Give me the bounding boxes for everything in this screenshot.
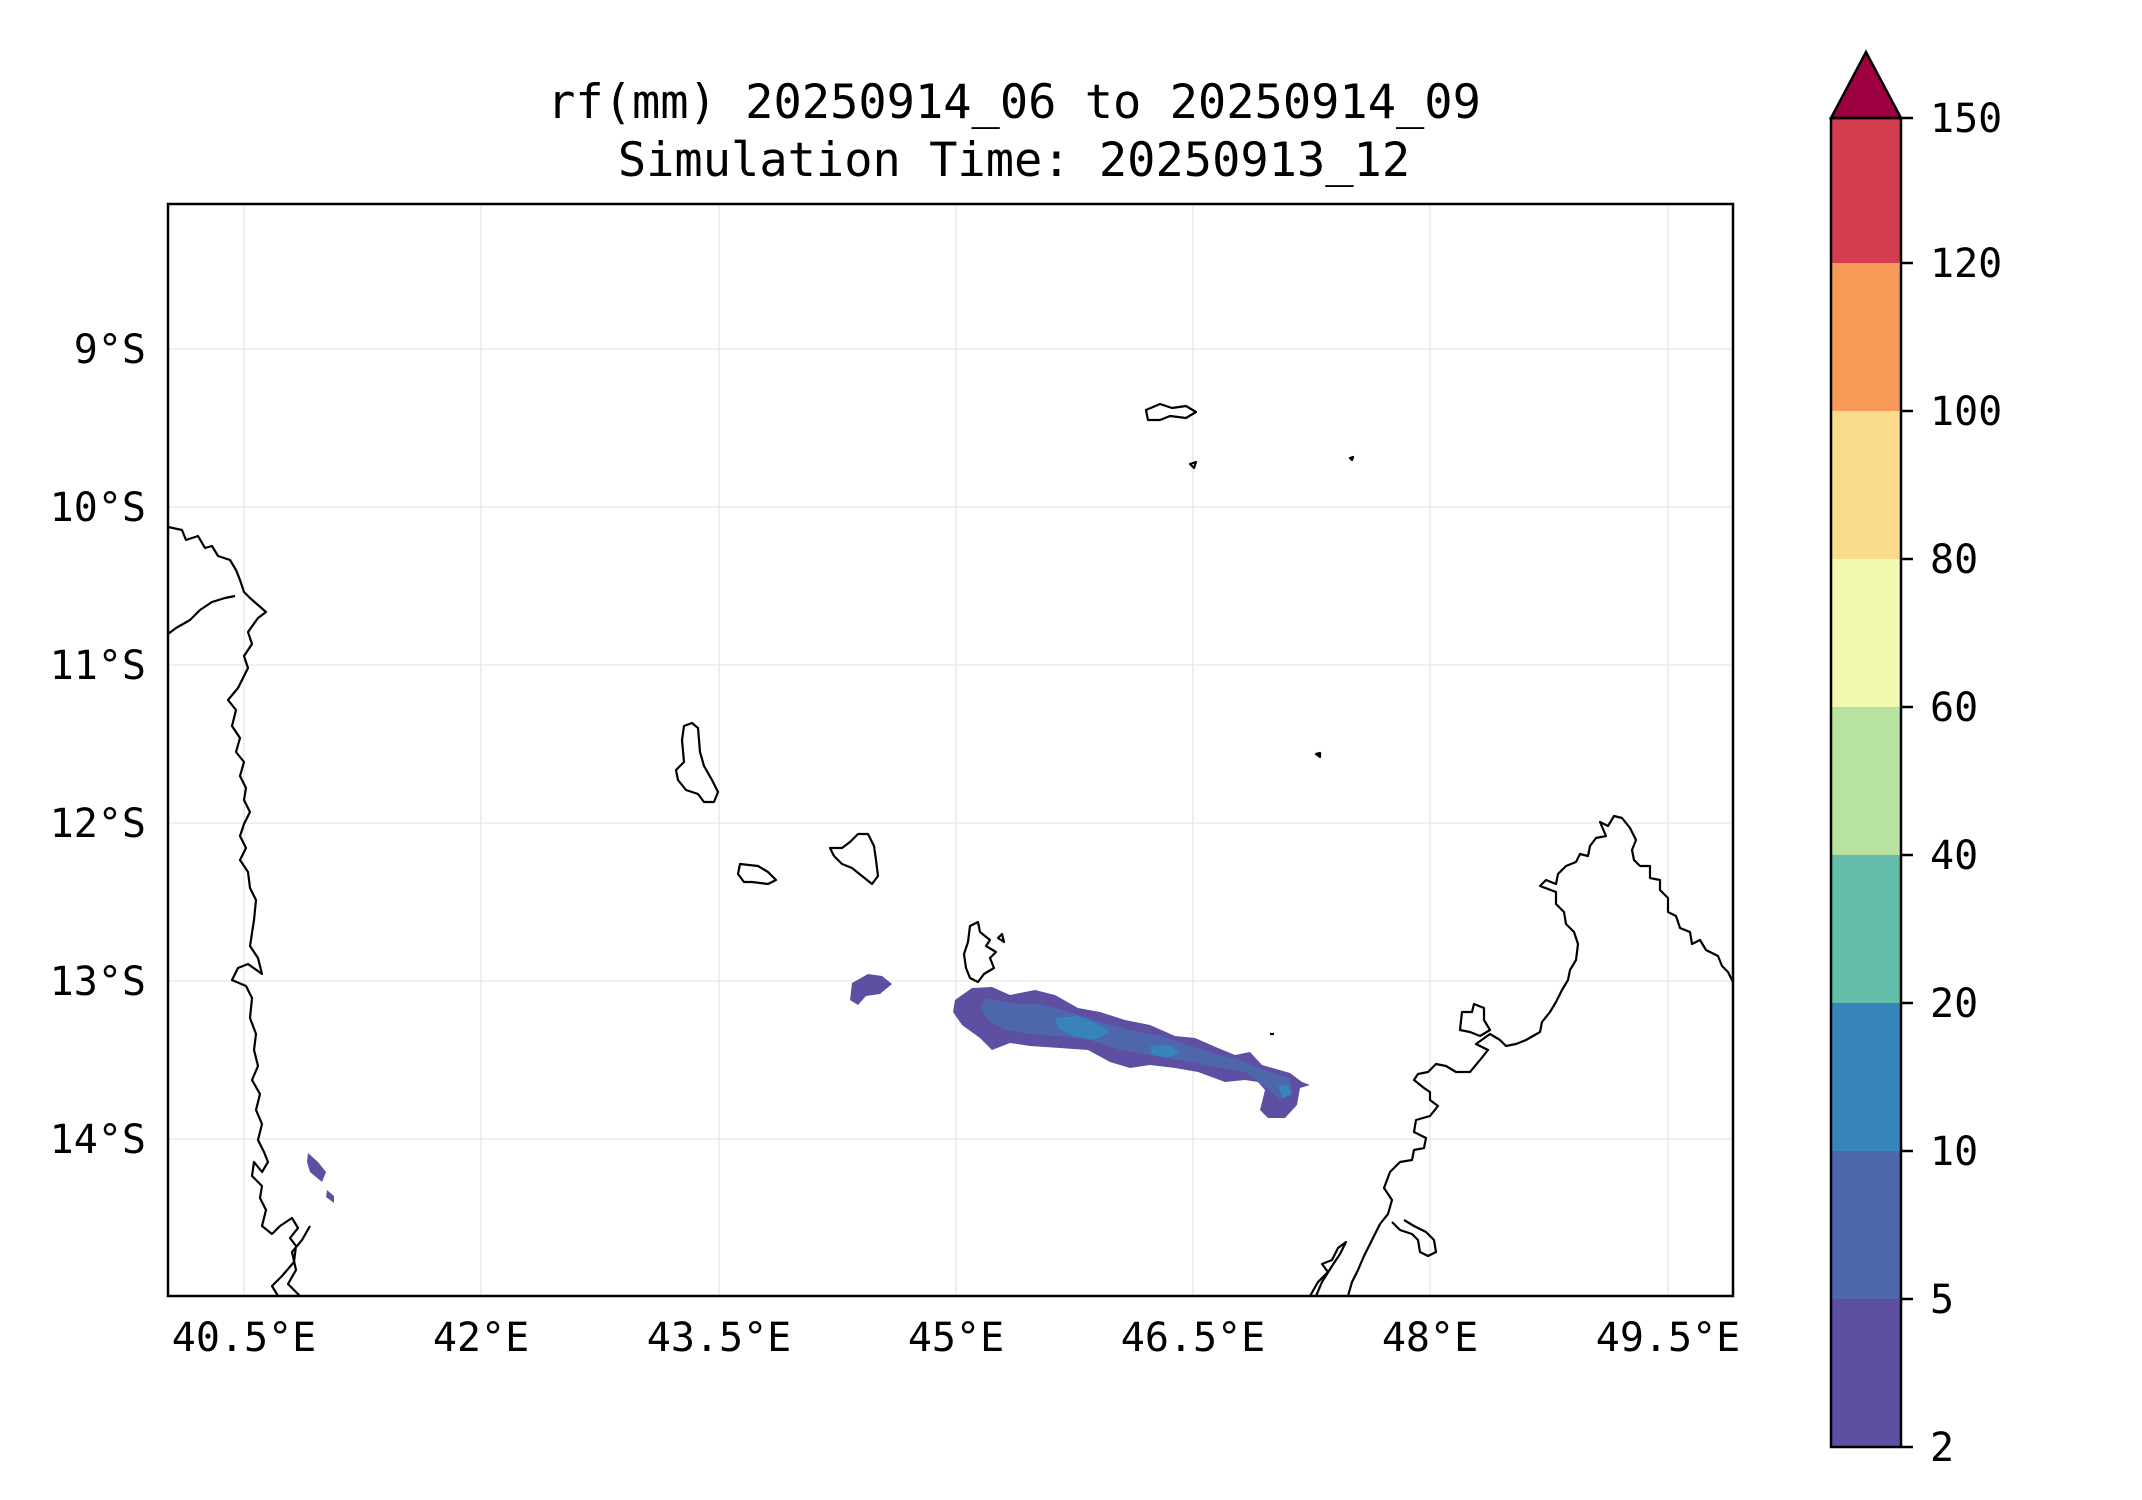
coastline-mainland-inlet bbox=[168, 594, 236, 635]
y-tick-label: 10°S bbox=[50, 485, 146, 531]
colorbar-frame bbox=[1829, 116, 1903, 1449]
x-tick-label: 46.5°E bbox=[1121, 1315, 1266, 1361]
x-tick-label: 48°E bbox=[1382, 1315, 1478, 1361]
colorbar-bin bbox=[1831, 707, 1901, 855]
colorbar-tick-label: 20 bbox=[1930, 981, 1978, 1027]
x-tick-label: 40.5°E bbox=[172, 1315, 317, 1361]
map-axes-frame bbox=[166, 202, 1735, 1298]
colorbar-tick-label: 80 bbox=[1930, 537, 1978, 583]
colorbar-extend-arrow bbox=[1828, 49, 1904, 120]
coastline-grande-comore bbox=[674, 721, 720, 804]
rain-core-10-20a bbox=[1055, 1016, 1110, 1040]
colorbar-tick-label: 10 bbox=[1930, 1129, 1978, 1175]
rain-core-10-20c bbox=[1278, 1084, 1292, 1098]
x-axis: 40.5°E 42°E 43.5°E 45°E 46.5°E 48°E 49.5… bbox=[172, 1315, 1741, 1361]
colorbar-tick-label: 40 bbox=[1930, 833, 1978, 879]
gridlines bbox=[168, 204, 1733, 1296]
x-tick-label: 45°E bbox=[908, 1315, 1004, 1361]
rain-band-core bbox=[980, 998, 1292, 1100]
y-tick-label: 13°S bbox=[50, 959, 146, 1005]
coastlines bbox=[168, 402, 1733, 1296]
y-tick-label: 11°S bbox=[50, 643, 146, 689]
colorbar-tick-label: 100 bbox=[1930, 389, 2002, 435]
colorbar-tick-label: 2 bbox=[1930, 1425, 1954, 1471]
x-tick-label: 49.5°E bbox=[1596, 1315, 1741, 1361]
rain-core-10-20b bbox=[1150, 1045, 1180, 1058]
colorbar-bin bbox=[1831, 855, 1901, 1003]
coastline-madagascar-peninsula bbox=[1309, 1240, 1348, 1296]
y-tick-label: 9°S bbox=[74, 327, 146, 373]
coastline-islet-a bbox=[1188, 460, 1198, 470]
coastline-islet-b bbox=[1348, 455, 1355, 462]
colorbar-ticks bbox=[1901, 116, 1913, 1449]
coastline-mainland-africa bbox=[168, 525, 311, 1296]
coastline-anjouan bbox=[828, 832, 880, 886]
coastline-mayotte-islet bbox=[996, 932, 1006, 944]
chart-title: rf(mm) 20250914_06 to 20250914_09 bbox=[547, 75, 1481, 130]
colorbar-tick-label: 120 bbox=[1930, 241, 2002, 287]
coastline-moheli bbox=[736, 862, 778, 886]
y-tick-label: 12°S bbox=[50, 801, 146, 847]
colorbar-bin bbox=[1831, 411, 1901, 559]
rain-patch-coastal-a bbox=[307, 1153, 326, 1182]
colorbar: 2 5 10 20 40 60 80 100 120 150 bbox=[1828, 49, 2002, 1471]
chart-subtitle: Simulation Time: 20250913_12 bbox=[618, 133, 1410, 188]
coastline-mayotte bbox=[962, 920, 998, 984]
colorbar-tick-label: 5 bbox=[1930, 1277, 1954, 1323]
colorbar-bin bbox=[1831, 1151, 1901, 1299]
rain-patch-anjouan-west bbox=[850, 974, 892, 1005]
coastline-madagascar bbox=[1346, 814, 1733, 1296]
colorbar-bin bbox=[1831, 118, 1901, 263]
rain-patch-coastal-b bbox=[326, 1190, 334, 1203]
y-tick-label: 14°S bbox=[50, 1117, 146, 1163]
y-axis: 9°S 10°S 11°S 12°S 13°S 14°S bbox=[50, 327, 146, 1163]
colorbar-tick-label: 150 bbox=[1930, 96, 2002, 142]
colorbar-bin bbox=[1831, 1003, 1901, 1151]
x-tick-label: 42°E bbox=[433, 1315, 529, 1361]
rainfall-contours bbox=[307, 974, 1310, 1203]
colorbar-tick-label: 60 bbox=[1930, 685, 1978, 731]
colorbar-bin bbox=[1831, 1299, 1901, 1447]
coastline-islet-c bbox=[1314, 751, 1322, 759]
colorbar-bin bbox=[1831, 263, 1901, 411]
coastline-aldabra bbox=[1144, 402, 1198, 422]
x-tick-label: 43.5°E bbox=[647, 1315, 792, 1361]
coastline-nosy-be bbox=[1458, 1002, 1492, 1038]
coastline-madagascar-bay bbox=[1391, 1219, 1438, 1258]
colorbar-bin bbox=[1831, 559, 1901, 707]
